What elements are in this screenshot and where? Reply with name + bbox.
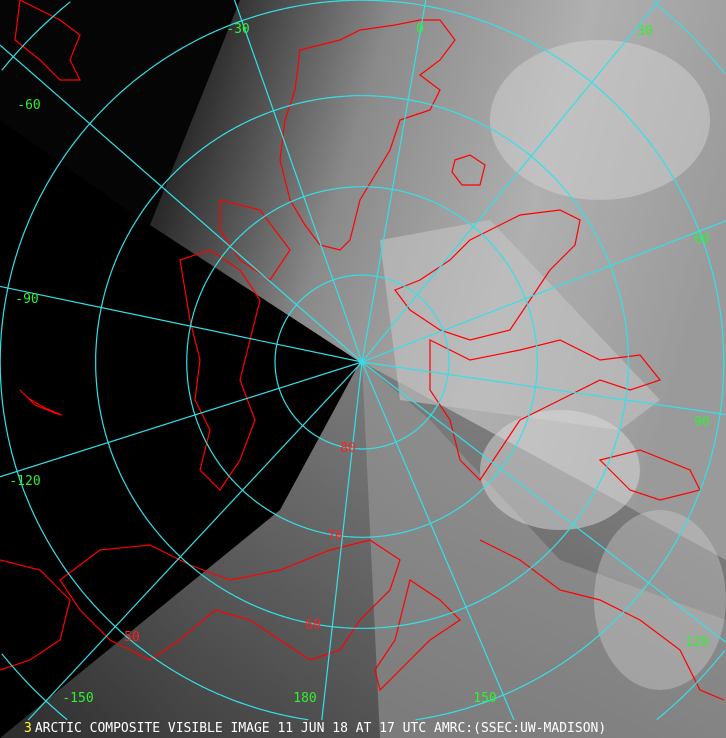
latitude-label: 80 [340,441,356,456]
coastline-kamchatka [374,579,461,692]
coastline-canada [179,249,261,491]
longitude-label: -30 [226,22,249,37]
latitude-label: 60 [305,618,321,633]
meridian--120 [0,361,363,478]
meridian-120 [361,361,726,643]
meridian--60 [0,44,363,363]
longitude-label: 180 [293,691,316,706]
coastlines [0,0,725,701]
coastline-greenland [279,19,456,251]
longitude-label: -150 [62,691,93,706]
coastline-labrador [14,0,81,81]
latitude-circle-70 [186,186,538,538]
image-caption: 3 ARCTIC COMPOSITE VISIBLE IMAGE 11 JUN 1… [0,720,726,738]
meridian-60 [361,220,726,363]
latitude-circle-60 [95,95,629,629]
graticule [0,0,726,721]
meridian--150 [27,361,363,721]
longitude-label: 90 [694,415,710,430]
coastline-north-america-west [0,559,71,671]
meridian-180 [321,361,363,721]
longitude-label: 30 [637,24,653,39]
coastline-alaska [59,539,401,661]
graticule-labels: -30 0 30 60 90 120 150 180 -150 -120 -90 -60 80 70 60 5… [9,22,709,706]
latitude-circle-80 [274,274,450,450]
frame-number: 3 [24,721,32,736]
meridian--30 [233,0,363,363]
longitude-label: 150 [473,691,496,706]
meridian-0 [361,0,427,363]
coastline-siberia [429,339,662,481]
meridian-150 [361,361,515,721]
longitude-label: 120 [685,635,708,650]
latitude-label: 70 [327,529,343,544]
longitude-label: -90 [15,292,38,307]
coastline-baffin [219,199,291,281]
coastline-scandinavia [394,209,581,341]
longitude-label: 60 [694,232,710,247]
latitude-circle-50 [0,0,725,721]
longitude-label: 0 [416,22,424,37]
latitude-circle-40 [1,1,726,721]
meridian--90 [0,285,363,363]
longitude-label: -120 [9,474,40,489]
meridian-90 [361,361,726,416]
caption-text: ARCTIC COMPOSITE VISIBLE IMAGE 11 JUN 18… [34,721,607,736]
longitude-label: -60 [17,98,40,113]
coastline-hudson-island [19,389,63,416]
coastline-iceland [451,154,486,186]
latitude-label: 50 [124,630,140,645]
meridian-30 [361,0,660,363]
